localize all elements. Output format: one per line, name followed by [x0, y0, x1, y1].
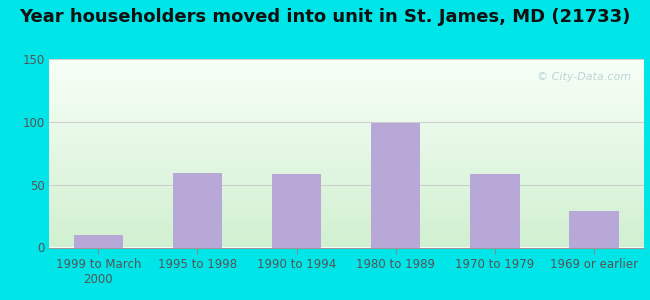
Bar: [272, 174, 321, 248]
Text: © City-Data.com: © City-Data.com: [538, 72, 632, 82]
Bar: [371, 123, 421, 248]
Bar: [470, 174, 519, 248]
Bar: [569, 211, 619, 247]
Bar: [173, 173, 222, 248]
Bar: [73, 235, 123, 247]
Text: Year householders moved into unit in St. James, MD (21733): Year householders moved into unit in St.…: [20, 8, 630, 26]
